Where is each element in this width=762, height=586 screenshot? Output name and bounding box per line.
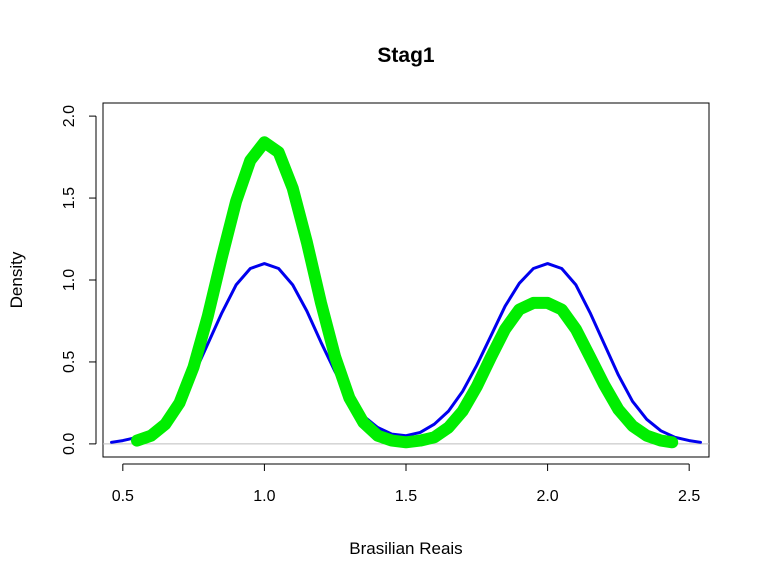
plot-frame [102,102,710,458]
x-tick-label: 1.0 [253,488,275,505]
y-tick-label: 1.0 [61,269,78,291]
chart-title: Stag1 [377,44,435,67]
y-axis: 0.0 0.5 1.0 1.5 2.0 [61,105,97,455]
y-tick-label: 2.0 [61,105,78,127]
series-line-2 [131,136,679,449]
y-tick-label: 0.5 [61,351,78,373]
y-tick-label: 1.5 [61,187,78,209]
x-axis: 0.5 1.0 1.5 2.0 2.5 [112,463,700,505]
x-tick-label: 2.0 [536,488,558,505]
y-tick-label: 0.0 [61,433,78,455]
x-tick-label: 0.5 [112,488,134,505]
x-axis-label: Brasilian Reais [349,539,462,558]
y-axis-label: Density [7,251,26,308]
series-group [110,136,702,449]
x-tick-label: 2.5 [678,488,700,505]
series-line-1 [110,262,702,444]
x-tick-label: 1.5 [395,488,417,505]
